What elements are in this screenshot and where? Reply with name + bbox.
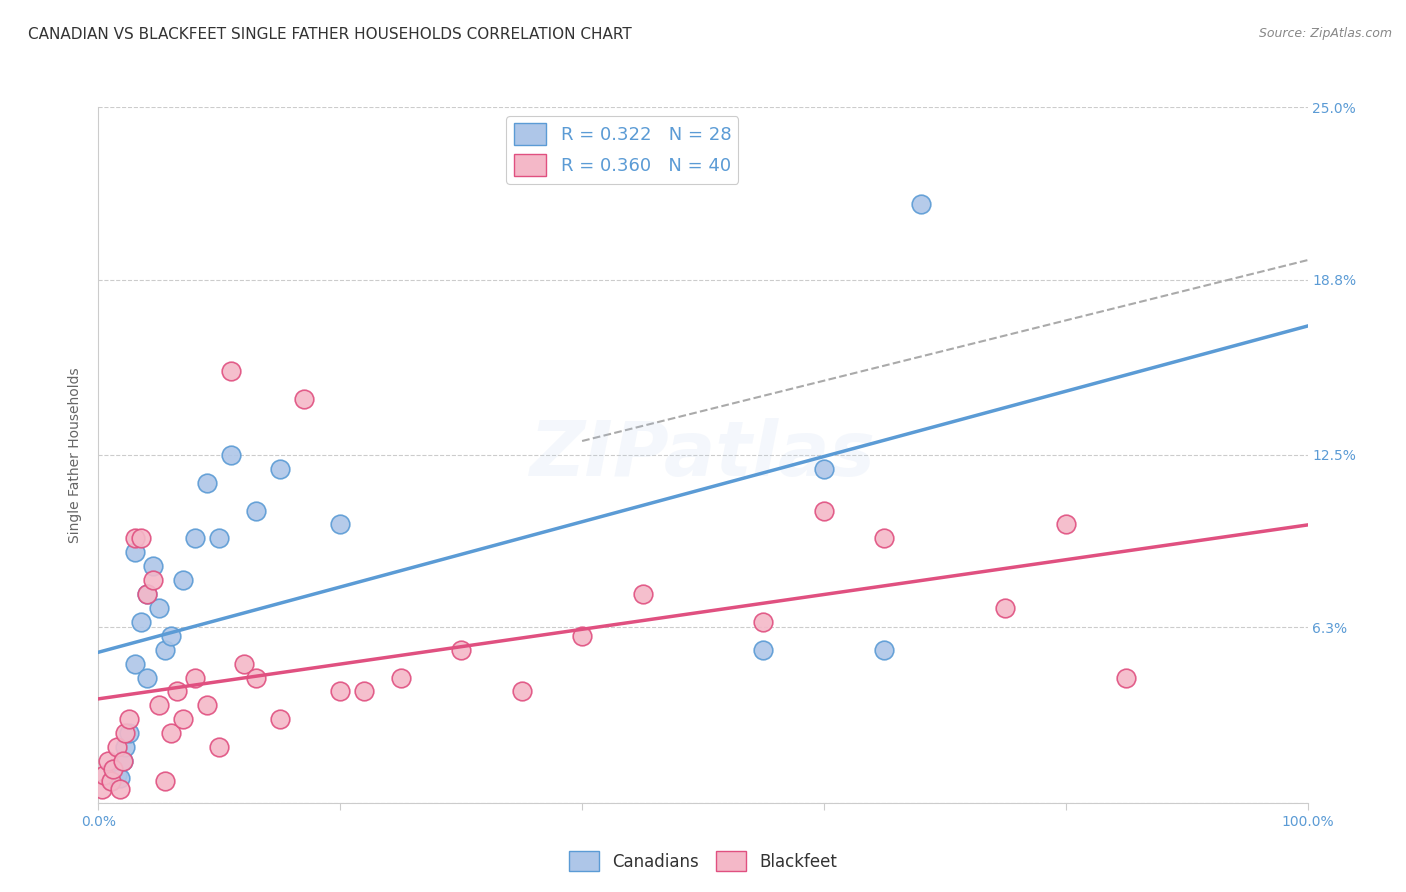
Point [195,475,218,490]
Text: Source: ZipAtlas.com: Source: ZipAtlas.com [1258,27,1392,40]
Point [101,763,124,777]
Point [813,462,835,476]
Point [108,771,131,785]
Point [160,726,183,740]
Point [631,587,654,601]
Point [221,364,243,378]
Point [873,532,896,546]
Point [142,573,165,587]
Point [208,740,231,755]
Point [221,448,243,462]
Point [108,781,131,796]
Point [184,532,207,546]
Point [752,642,775,657]
Point [153,642,176,657]
Point [97,754,120,768]
Point [172,573,194,587]
Point [329,517,352,532]
Point [910,197,932,211]
Point [269,462,291,476]
Point [195,698,218,713]
Text: ZIPatlas: ZIPatlas [530,418,876,491]
Point [100,773,122,788]
Point [124,657,146,671]
Point [389,671,412,685]
Point [124,545,146,559]
Point [1054,517,1077,532]
Point [118,712,141,726]
Point [245,671,267,685]
Point [135,671,157,685]
Point [111,754,134,768]
Point [269,712,291,726]
Point [245,503,267,517]
Point [752,615,775,629]
Point [208,532,231,546]
Point [166,684,188,698]
Point [510,684,533,698]
Point [148,601,170,615]
Y-axis label: Single Father Households: Single Father Households [69,368,83,542]
Point [292,392,315,407]
Point [114,740,136,755]
Point [100,773,122,788]
Point [148,698,170,713]
Point [118,726,141,740]
Point [571,629,593,643]
Point [873,642,896,657]
Point [329,684,352,698]
Point [813,503,835,517]
Point [153,773,176,788]
Point [160,629,183,643]
Point [129,615,152,629]
Point [105,768,128,782]
Point [142,559,165,574]
Point [172,712,194,726]
Point [135,587,157,601]
Point [1115,671,1137,685]
Point [105,740,128,755]
Point [135,587,157,601]
Point [129,532,152,546]
Point [124,532,146,546]
Point [101,763,124,777]
Point [93,768,115,782]
Point [450,642,472,657]
Point [91,781,114,796]
Legend: Canadians, Blackfeet: Canadians, Blackfeet [562,845,844,878]
Point [111,754,134,768]
Point [114,726,136,740]
Point [353,684,375,698]
Point [232,657,254,671]
Text: CANADIAN VS BLACKFEET SINGLE FATHER HOUSEHOLDS CORRELATION CHART: CANADIAN VS BLACKFEET SINGLE FATHER HOUS… [28,27,631,42]
Point [184,671,207,685]
Point [994,601,1017,615]
